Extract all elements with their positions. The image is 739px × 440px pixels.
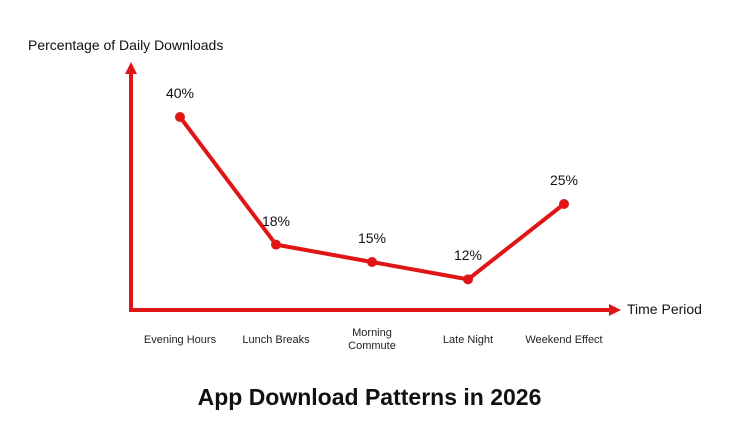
x-tick-label-3: Morning Commute — [348, 327, 396, 352]
series-polyline — [178, 115, 566, 282]
axes — [125, 62, 621, 316]
x-axis-label: Time Period — [627, 301, 702, 317]
chart-title: App Download Patterns in 2026 — [197, 384, 542, 410]
data-point-3 — [367, 257, 377, 267]
data-point-1 — [175, 112, 185, 122]
x-tick-label-5: Weekend Effect — [525, 334, 603, 346]
y-axis-arrow — [125, 62, 137, 74]
y-axis-label: Percentage of Daily Downloads — [28, 37, 224, 53]
x-tick-label-2: Lunch Breaks — [242, 334, 310, 346]
data-point-4 — [463, 274, 473, 285]
x-tick-label-4: Late Night — [442, 334, 494, 346]
x-tick-label-1: Evening Hours — [143, 334, 217, 346]
x-axis-arrow — [609, 304, 621, 316]
data-label-2: 18% — [261, 212, 291, 229]
series-line — [175, 112, 569, 285]
data-point-5 — [559, 199, 569, 209]
data-label-5: 25% — [549, 172, 579, 188]
data-label-4: 12% — [453, 247, 483, 264]
data-point-2 — [271, 239, 281, 250]
data-label-1: 40% — [165, 85, 195, 101]
data-label-3: 15% — [357, 230, 387, 246]
